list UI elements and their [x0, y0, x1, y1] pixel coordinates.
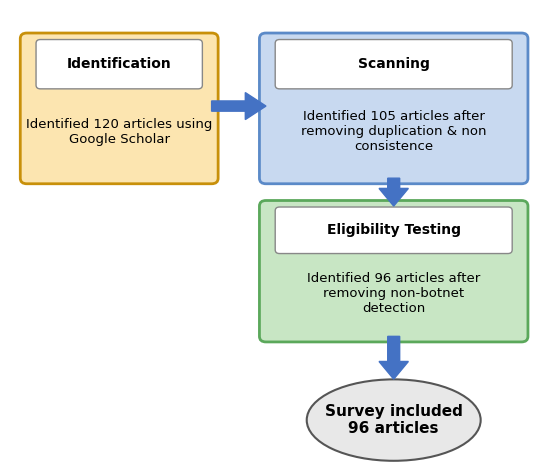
FancyBboxPatch shape: [20, 33, 218, 184]
FancyBboxPatch shape: [260, 33, 528, 184]
FancyBboxPatch shape: [275, 207, 512, 254]
FancyBboxPatch shape: [260, 200, 528, 342]
FancyBboxPatch shape: [36, 39, 202, 89]
FancyBboxPatch shape: [275, 39, 512, 89]
Polygon shape: [379, 178, 409, 206]
Text: Identified 96 articles after
removing non-botnet
detection: Identified 96 articles after removing no…: [307, 271, 480, 314]
Ellipse shape: [307, 380, 481, 461]
Text: Identification: Identification: [67, 57, 172, 71]
Text: Eligibility Testing: Eligibility Testing: [327, 223, 461, 237]
Polygon shape: [379, 336, 409, 379]
Text: Identified 105 articles after
removing duplication & non
consistence: Identified 105 articles after removing d…: [301, 110, 486, 153]
Text: Survey included
96 articles: Survey included 96 articles: [324, 404, 463, 436]
Text: Identified 120 articles using
Google Scholar: Identified 120 articles using Google Sch…: [26, 117, 212, 146]
Polygon shape: [212, 93, 266, 119]
Text: Scanning: Scanning: [358, 57, 430, 71]
